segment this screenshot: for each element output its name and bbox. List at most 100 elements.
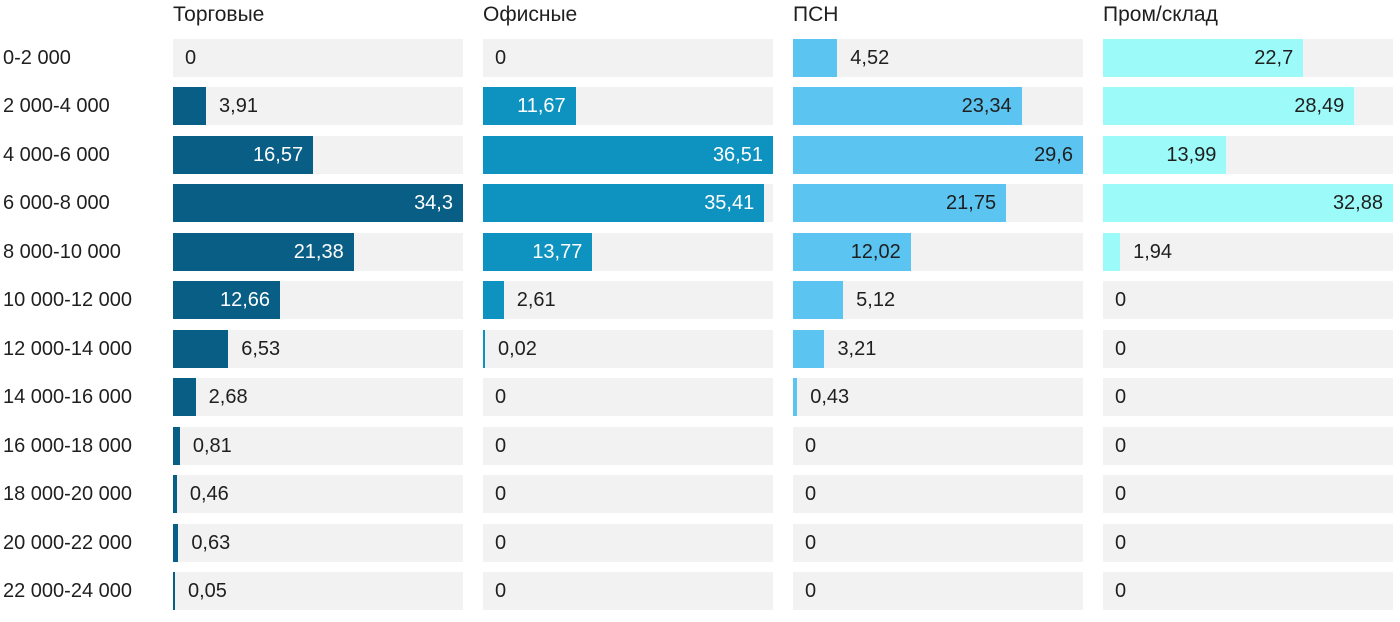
- row-label: 2 000-4 000: [3, 95, 110, 117]
- bar-fill: 13,77: [483, 232, 593, 271]
- row-label: 8 000-10 000: [3, 240, 121, 263]
- bar-fill: [173, 475, 177, 513]
- bar-track: 16,57: [173, 135, 463, 174]
- bar-track: 0: [1103, 329, 1393, 368]
- bar-value-label: 0: [805, 434, 817, 457]
- bar-value-label: 0: [805, 483, 817, 505]
- bar-track: 0,81: [173, 426, 463, 465]
- bar-track: 0: [483, 523, 773, 562]
- row-label: 0-2 000: [3, 46, 71, 69]
- bar-track: 28,49: [1103, 87, 1393, 125]
- bar-fill: 12,66: [173, 281, 281, 319]
- bar-track: 0: [173, 38, 463, 77]
- row-label: 4 000-6 000: [3, 143, 110, 166]
- bar-value-label: 0: [495, 46, 507, 69]
- bar-fill: [173, 572, 175, 610]
- bar-value-label: 0,81: [192, 434, 232, 457]
- bar-track: 1,94: [1103, 232, 1393, 271]
- series-header-prom-sklad: Пром/склад: [1103, 3, 1218, 26]
- bar-track: 36,51: [483, 135, 773, 174]
- bar-value-label: 0: [495, 386, 507, 408]
- bar-value-label: 0: [1115, 580, 1127, 602]
- bar-track: 34,3: [173, 184, 463, 222]
- bar-track: 12,02: [793, 232, 1083, 271]
- row-label: 14 000-16 000: [3, 386, 133, 408]
- bar-fill: [1103, 232, 1121, 271]
- bar-fill: [483, 329, 485, 368]
- bar-track: 0: [1103, 426, 1393, 465]
- bar-track: 0: [1103, 475, 1393, 513]
- bar-track: 2,61: [483, 281, 773, 319]
- bar-value-label: 13,99: [1166, 143, 1217, 166]
- bar-fill: [173, 426, 180, 465]
- bar-track: 0: [483, 378, 773, 416]
- bar-track: 0: [1103, 281, 1393, 319]
- bar-fill: [793, 329, 825, 368]
- bar-value-label: 3,91: [219, 95, 258, 117]
- bar-track: 22,7: [1103, 38, 1393, 77]
- row-label: 12 000-14 000: [3, 337, 133, 360]
- bar-value-label: 21,75: [946, 192, 997, 214]
- bar-fill: [793, 38, 838, 77]
- bar-track: 0,46: [173, 475, 463, 513]
- bar-value-label: 0: [1115, 434, 1127, 457]
- bar-track: 0,05: [173, 572, 463, 610]
- bar-value-label: 16,57: [253, 143, 304, 166]
- bar-value-label: 0,63: [191, 531, 231, 554]
- bar-value-label: 6,53: [241, 337, 281, 360]
- bar-fill: [173, 523, 179, 562]
- bar-fill: 34,3: [173, 184, 463, 222]
- bar-value-label: 0: [495, 580, 507, 602]
- bar-value-label: 0: [185, 46, 197, 69]
- bar-fill: 21,75: [793, 184, 1007, 222]
- bar-track: 0: [793, 475, 1083, 513]
- bar-fill: 22,7: [1103, 38, 1304, 77]
- bar-track: 0,63: [173, 523, 463, 562]
- bar-track: 4,52: [793, 38, 1083, 77]
- bar-fill: 28,49: [1103, 87, 1355, 125]
- bar-value-label: 5,12: [856, 289, 896, 311]
- bar-value-label: 13,77: [532, 240, 583, 263]
- bar-value-label: 0: [495, 434, 507, 457]
- bar-value-label: 32,88: [1332, 192, 1383, 214]
- bar-track: 0: [1103, 572, 1393, 610]
- bar-fill: 11,67: [483, 87, 576, 125]
- bar-fill: [173, 329, 229, 368]
- bar-fill: 12,02: [793, 232, 911, 271]
- bar-track: 0: [483, 426, 773, 465]
- bar-track: 5,12: [793, 281, 1083, 319]
- bar-fill: [173, 378, 196, 416]
- bar-track: 35,41: [483, 184, 773, 222]
- bar-value-label: 12,02: [850, 240, 901, 263]
- bar-track: 13,99: [1103, 135, 1393, 174]
- bar-fill: [793, 378, 798, 416]
- bar-value-label: 0,43: [810, 386, 850, 408]
- bar-value-label: 4,52: [850, 46, 890, 69]
- bar-track: 0,43: [793, 378, 1083, 416]
- bar-fill: 13,99: [1103, 135, 1227, 174]
- bar-fill: 32,88: [1103, 184, 1393, 222]
- bar-fill: [173, 87, 207, 125]
- bar-value-label: 0: [805, 580, 817, 602]
- bar-value-label: 0: [1115, 386, 1127, 408]
- bar-track: 12,66: [173, 281, 463, 319]
- bar-value-label: 22,7: [1254, 46, 1294, 69]
- bar-track: 0: [1103, 378, 1393, 416]
- bar-value-label: 0: [1115, 483, 1127, 505]
- bar-track: 6,53: [173, 329, 463, 368]
- bar-fill: [483, 281, 504, 319]
- bar-value-label: 0: [1115, 337, 1127, 360]
- row-label: 20 000-22 000: [3, 531, 133, 554]
- bar-track: 3,21: [793, 329, 1083, 368]
- bar-track: 23,34: [793, 87, 1083, 125]
- bar-value-label: 21,38: [293, 240, 344, 263]
- bar-fill: 29,6: [793, 135, 1083, 174]
- bar-fill: [793, 281, 844, 319]
- bar-value-label: 2,68: [208, 386, 248, 408]
- row-label: 16 000-18 000: [3, 434, 133, 457]
- bar-value-label: 3,21: [837, 337, 877, 360]
- bar-track: 0: [483, 475, 773, 513]
- bar-fill: 35,41: [483, 184, 765, 222]
- bar-value-label: 0: [1115, 289, 1127, 311]
- bar-value-label: 0,46: [189, 483, 229, 505]
